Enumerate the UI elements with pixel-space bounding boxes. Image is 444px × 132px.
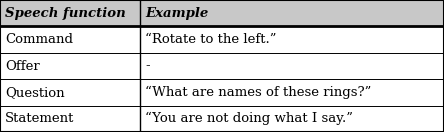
Text: Statement: Statement	[5, 112, 75, 125]
Text: “What are names of these rings?”: “What are names of these rings?”	[145, 86, 372, 99]
Bar	[0, 0, 444, 26]
Text: Example: Example	[145, 7, 208, 20]
Text: -: -	[145, 60, 150, 72]
Text: Command: Command	[5, 33, 73, 46]
Text: “Rotate to the left.”: “Rotate to the left.”	[145, 33, 277, 46]
Text: Offer: Offer	[5, 60, 40, 72]
Text: Question: Question	[5, 86, 65, 99]
Text: “You are not doing what I say.”: “You are not doing what I say.”	[145, 112, 353, 125]
Text: Speech function: Speech function	[5, 7, 126, 20]
